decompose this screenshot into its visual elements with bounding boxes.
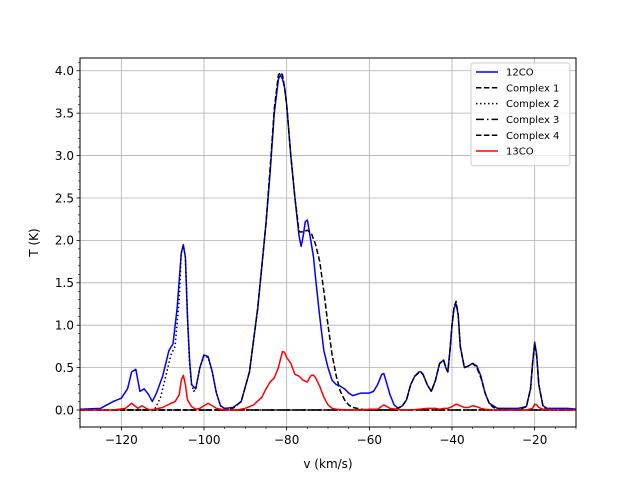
y-tick-label: 1.5	[55, 276, 74, 290]
x-tick-label: −120	[105, 433, 138, 447]
series-line-complex-2	[80, 245, 576, 411]
series-line-complex-4	[80, 300, 576, 411]
y-tick-label: 0.5	[55, 361, 74, 375]
series-line-complex-1	[80, 71, 576, 411]
x-tick-label: −20	[522, 433, 547, 447]
y-axis-label: T (K)	[27, 228, 41, 257]
series-layer	[80, 71, 576, 411]
x-axis-label: v (km/s)	[303, 457, 352, 471]
legend-label: 13CO	[506, 147, 534, 158]
y-tick-label: 2.0	[55, 234, 74, 248]
y-tick-label: 0.0	[55, 403, 74, 417]
series-line-13co	[80, 350, 576, 411]
x-tick-label: −40	[439, 433, 464, 447]
legend-label: 12CO	[506, 68, 534, 79]
y-tick-label: 3.5	[55, 106, 74, 120]
legend-label: Complex 1	[506, 83, 559, 94]
legend-label: Complex 3	[506, 115, 559, 126]
legend-label: Complex 2	[506, 99, 559, 110]
legend: 12CO Complex 1 Complex 2 Complex 3 Complex 4…	[470, 62, 571, 167]
y-tick-label: 3.0	[55, 149, 74, 163]
y-tick-label: 1.0	[55, 319, 74, 333]
y-tick-label: 2.5	[55, 191, 74, 205]
y-tick-label: 4.0	[55, 64, 74, 78]
legend-box	[470, 62, 571, 167]
legend-label: Complex 4	[506, 131, 559, 142]
x-tick-label: −80	[274, 433, 299, 447]
x-tick-label: −100	[188, 433, 221, 447]
ticks: −120 −100 −80 −60 −40 −20 0.0 0.5 1.0 1.5 2.0 2.5 3.…	[55, 61, 577, 447]
x-tick-label: −60	[357, 433, 382, 447]
